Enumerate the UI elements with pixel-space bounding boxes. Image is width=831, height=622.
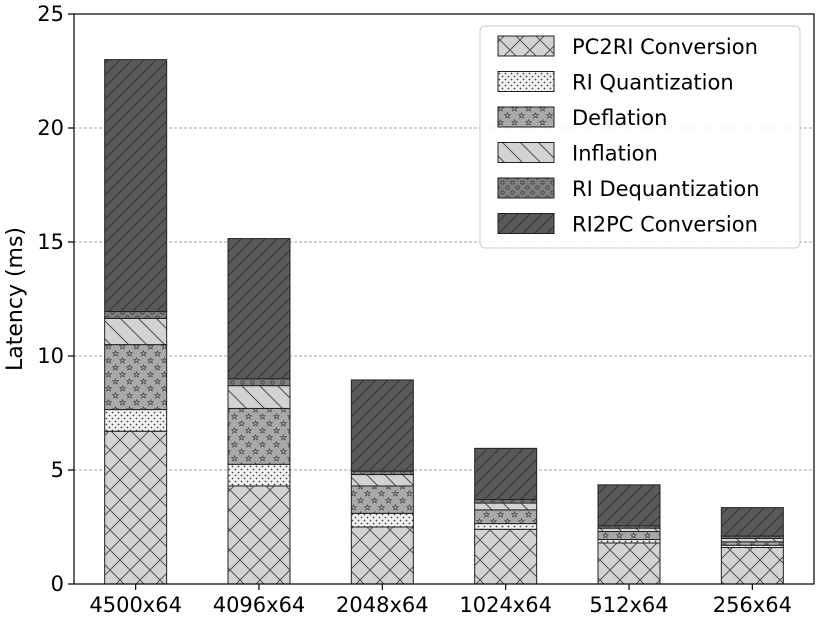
y-tick-label: 5 xyxy=(51,458,64,482)
legend-label: RI Dequantization xyxy=(572,177,760,201)
y-tick-label: 0 xyxy=(51,572,64,596)
y-tick-label: 10 xyxy=(37,344,64,368)
bar-segment xyxy=(597,527,661,533)
y-axis-title: Latency (ms) xyxy=(3,227,28,371)
bar-segment xyxy=(474,499,538,504)
y-axis: 0 5 10 15 20 25 xyxy=(37,2,74,596)
bar-segment xyxy=(474,523,538,530)
bar-segment xyxy=(350,474,414,487)
bar-segment xyxy=(720,507,784,537)
bar-segment xyxy=(474,447,538,501)
legend-label: PC2RI Conversion xyxy=(572,35,758,59)
legend-frame xyxy=(479,25,801,249)
bars xyxy=(104,59,784,585)
bar-segment xyxy=(227,463,291,487)
bar-segment xyxy=(720,537,784,543)
bar-segment xyxy=(350,470,414,476)
x-axis: 4500x64 4096x64 2048x64 1024x64 512x64 256x64 xyxy=(89,584,792,617)
bar-segment xyxy=(104,409,168,432)
x-tick-label: 4096x64 xyxy=(213,593,306,617)
bar-segment xyxy=(227,385,291,409)
bar-segment xyxy=(720,547,784,585)
legend: PC2RI Conversion RI Quantization Deflation… xyxy=(479,25,801,249)
legend-swatch xyxy=(497,177,555,199)
bar-segment xyxy=(350,512,414,528)
legend-swatch xyxy=(497,142,555,163)
bar-segment xyxy=(597,542,661,585)
bar-segment xyxy=(227,485,291,585)
bar-segment xyxy=(104,311,168,319)
bar-segment xyxy=(227,238,291,380)
legend-swatch xyxy=(497,106,555,128)
bar-segment xyxy=(104,430,168,585)
y-tick-label: 25 xyxy=(37,2,64,26)
y-tick-label: 20 xyxy=(37,116,64,140)
bar-segment xyxy=(350,526,414,585)
bar-segment xyxy=(474,509,538,525)
y-tick-label: 15 xyxy=(37,230,64,254)
x-tick-label: 1024x64 xyxy=(459,593,552,617)
x-tick-label: 4500x64 xyxy=(89,593,182,617)
legend-label: Deflation xyxy=(572,106,667,130)
legend-swatch xyxy=(497,71,555,92)
legend-label: Inflation xyxy=(572,142,658,166)
bar-segment xyxy=(720,541,784,546)
legend-label: RI2PC Conversion xyxy=(572,213,758,237)
plot-area-frame xyxy=(73,13,815,585)
bar-segment xyxy=(227,407,291,465)
bar-segment xyxy=(350,485,414,514)
bar-segment xyxy=(597,484,661,527)
bar-segment xyxy=(474,502,538,511)
x-tick-label: 512x64 xyxy=(589,593,668,617)
legend-swatch xyxy=(497,213,555,234)
bar-segment xyxy=(474,528,538,585)
bar-segment xyxy=(350,379,414,472)
bar-segment xyxy=(227,378,291,387)
x-tick-label: 2048x64 xyxy=(336,593,429,617)
legend-swatch xyxy=(497,35,555,57)
bar-segment xyxy=(104,317,168,346)
x-tick-label: 256x64 xyxy=(713,593,792,617)
bar-segment xyxy=(597,539,661,544)
bar-segment xyxy=(597,531,661,541)
bar-segment xyxy=(104,344,168,411)
bar-segment xyxy=(104,59,168,313)
legend-label: RI Quantization xyxy=(572,71,734,95)
